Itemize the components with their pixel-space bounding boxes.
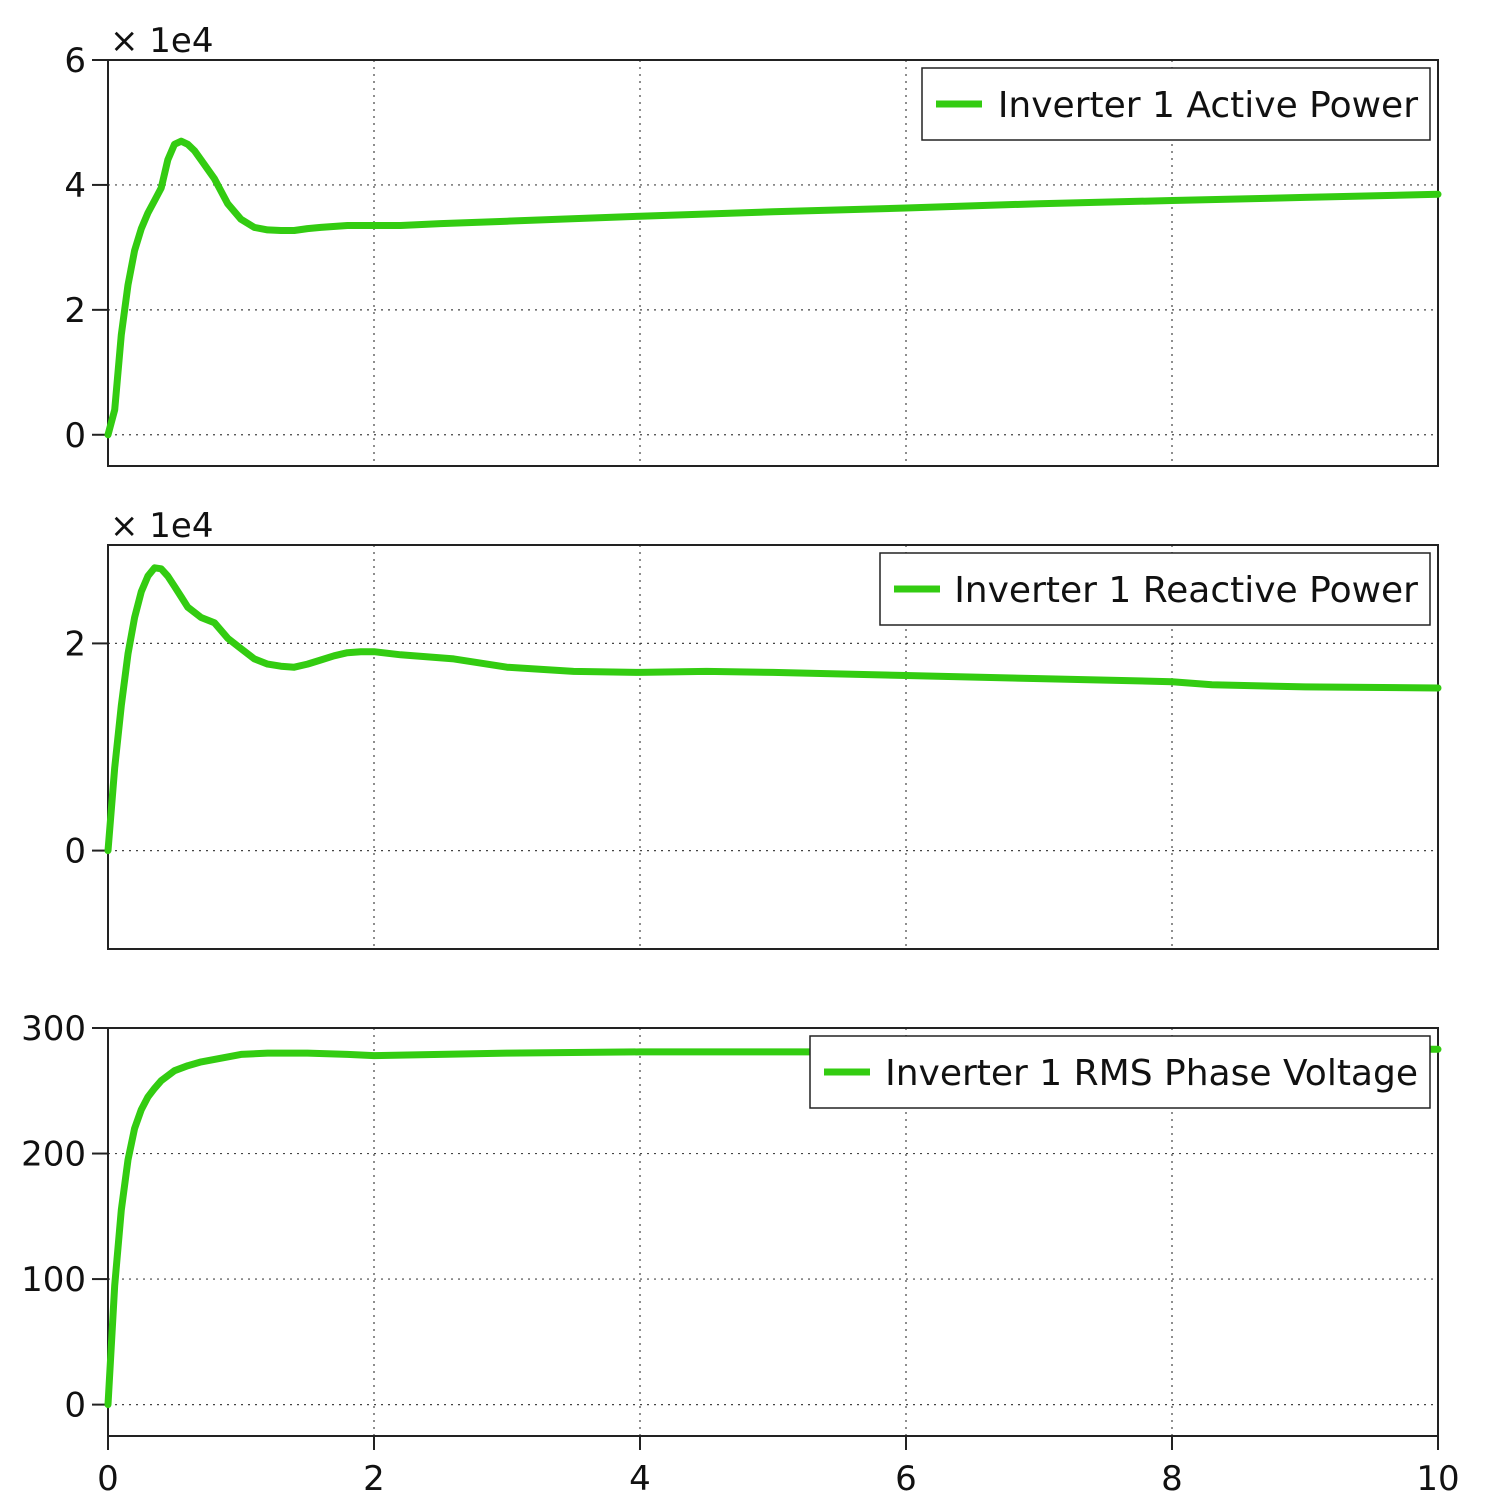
x-tick-label: 10	[1416, 1459, 1459, 1499]
x-tick-label: 0	[97, 1459, 119, 1499]
legend: Inverter 1 Active Power	[921, 67, 1431, 141]
x-tick-label: 4	[629, 1459, 651, 1499]
y-tick-label: 0	[64, 416, 86, 456]
x-tick-label: 2	[363, 1459, 385, 1499]
plot-frame	[107, 59, 1439, 467]
legend-label: Inverter 1 Reactive Power	[954, 570, 1418, 611]
legend-box	[809, 1035, 1431, 1109]
legend-box	[921, 67, 1431, 141]
y-tick-label: 2	[64, 291, 86, 331]
legend-label: Inverter 1 RMS Phase Voltage	[885, 1053, 1418, 1094]
y-tick-label: 0	[64, 1386, 86, 1426]
chart-panel-2: 0 2 × 1e4 Inverter 1 Reactive Power	[64, 506, 1442, 950]
legend-label: Inverter 1 Active Power	[998, 85, 1418, 126]
chart-panel-3: 0 100 200 300 0 2 4 6 8 10 Inverter 1 RMS Phase Vo…	[21, 1009, 1460, 1499]
y-multiplier-label: × 1e4	[110, 21, 213, 61]
series-line	[104, 564, 1442, 855]
legend: Inverter 1 Reactive Power	[879, 552, 1431, 626]
series-line	[104, 137, 1442, 439]
plot-frame	[107, 544, 1439, 950]
y-tick-label: 300	[21, 1009, 86, 1049]
x-tick-label: 8	[1161, 1459, 1183, 1499]
legend: Inverter 1 RMS Phase Voltage	[809, 1035, 1431, 1109]
y-tick-label: 100	[21, 1260, 86, 1300]
legend-box	[879, 552, 1431, 626]
y-tick-label: 6	[64, 41, 86, 81]
chart-panel-1: 0 2 4 6 × 1e4 Inverter 1 Active Power	[64, 21, 1442, 467]
y-multiplier-label: × 1e4	[110, 506, 213, 546]
y-tick-label: 4	[64, 166, 86, 206]
y-tick-label: 2	[64, 624, 86, 664]
y-tick-label: 0	[64, 832, 86, 872]
x-tick-label: 6	[895, 1459, 917, 1499]
y-tick-label: 200	[21, 1135, 86, 1175]
plot-frame	[107, 1027, 1439, 1437]
